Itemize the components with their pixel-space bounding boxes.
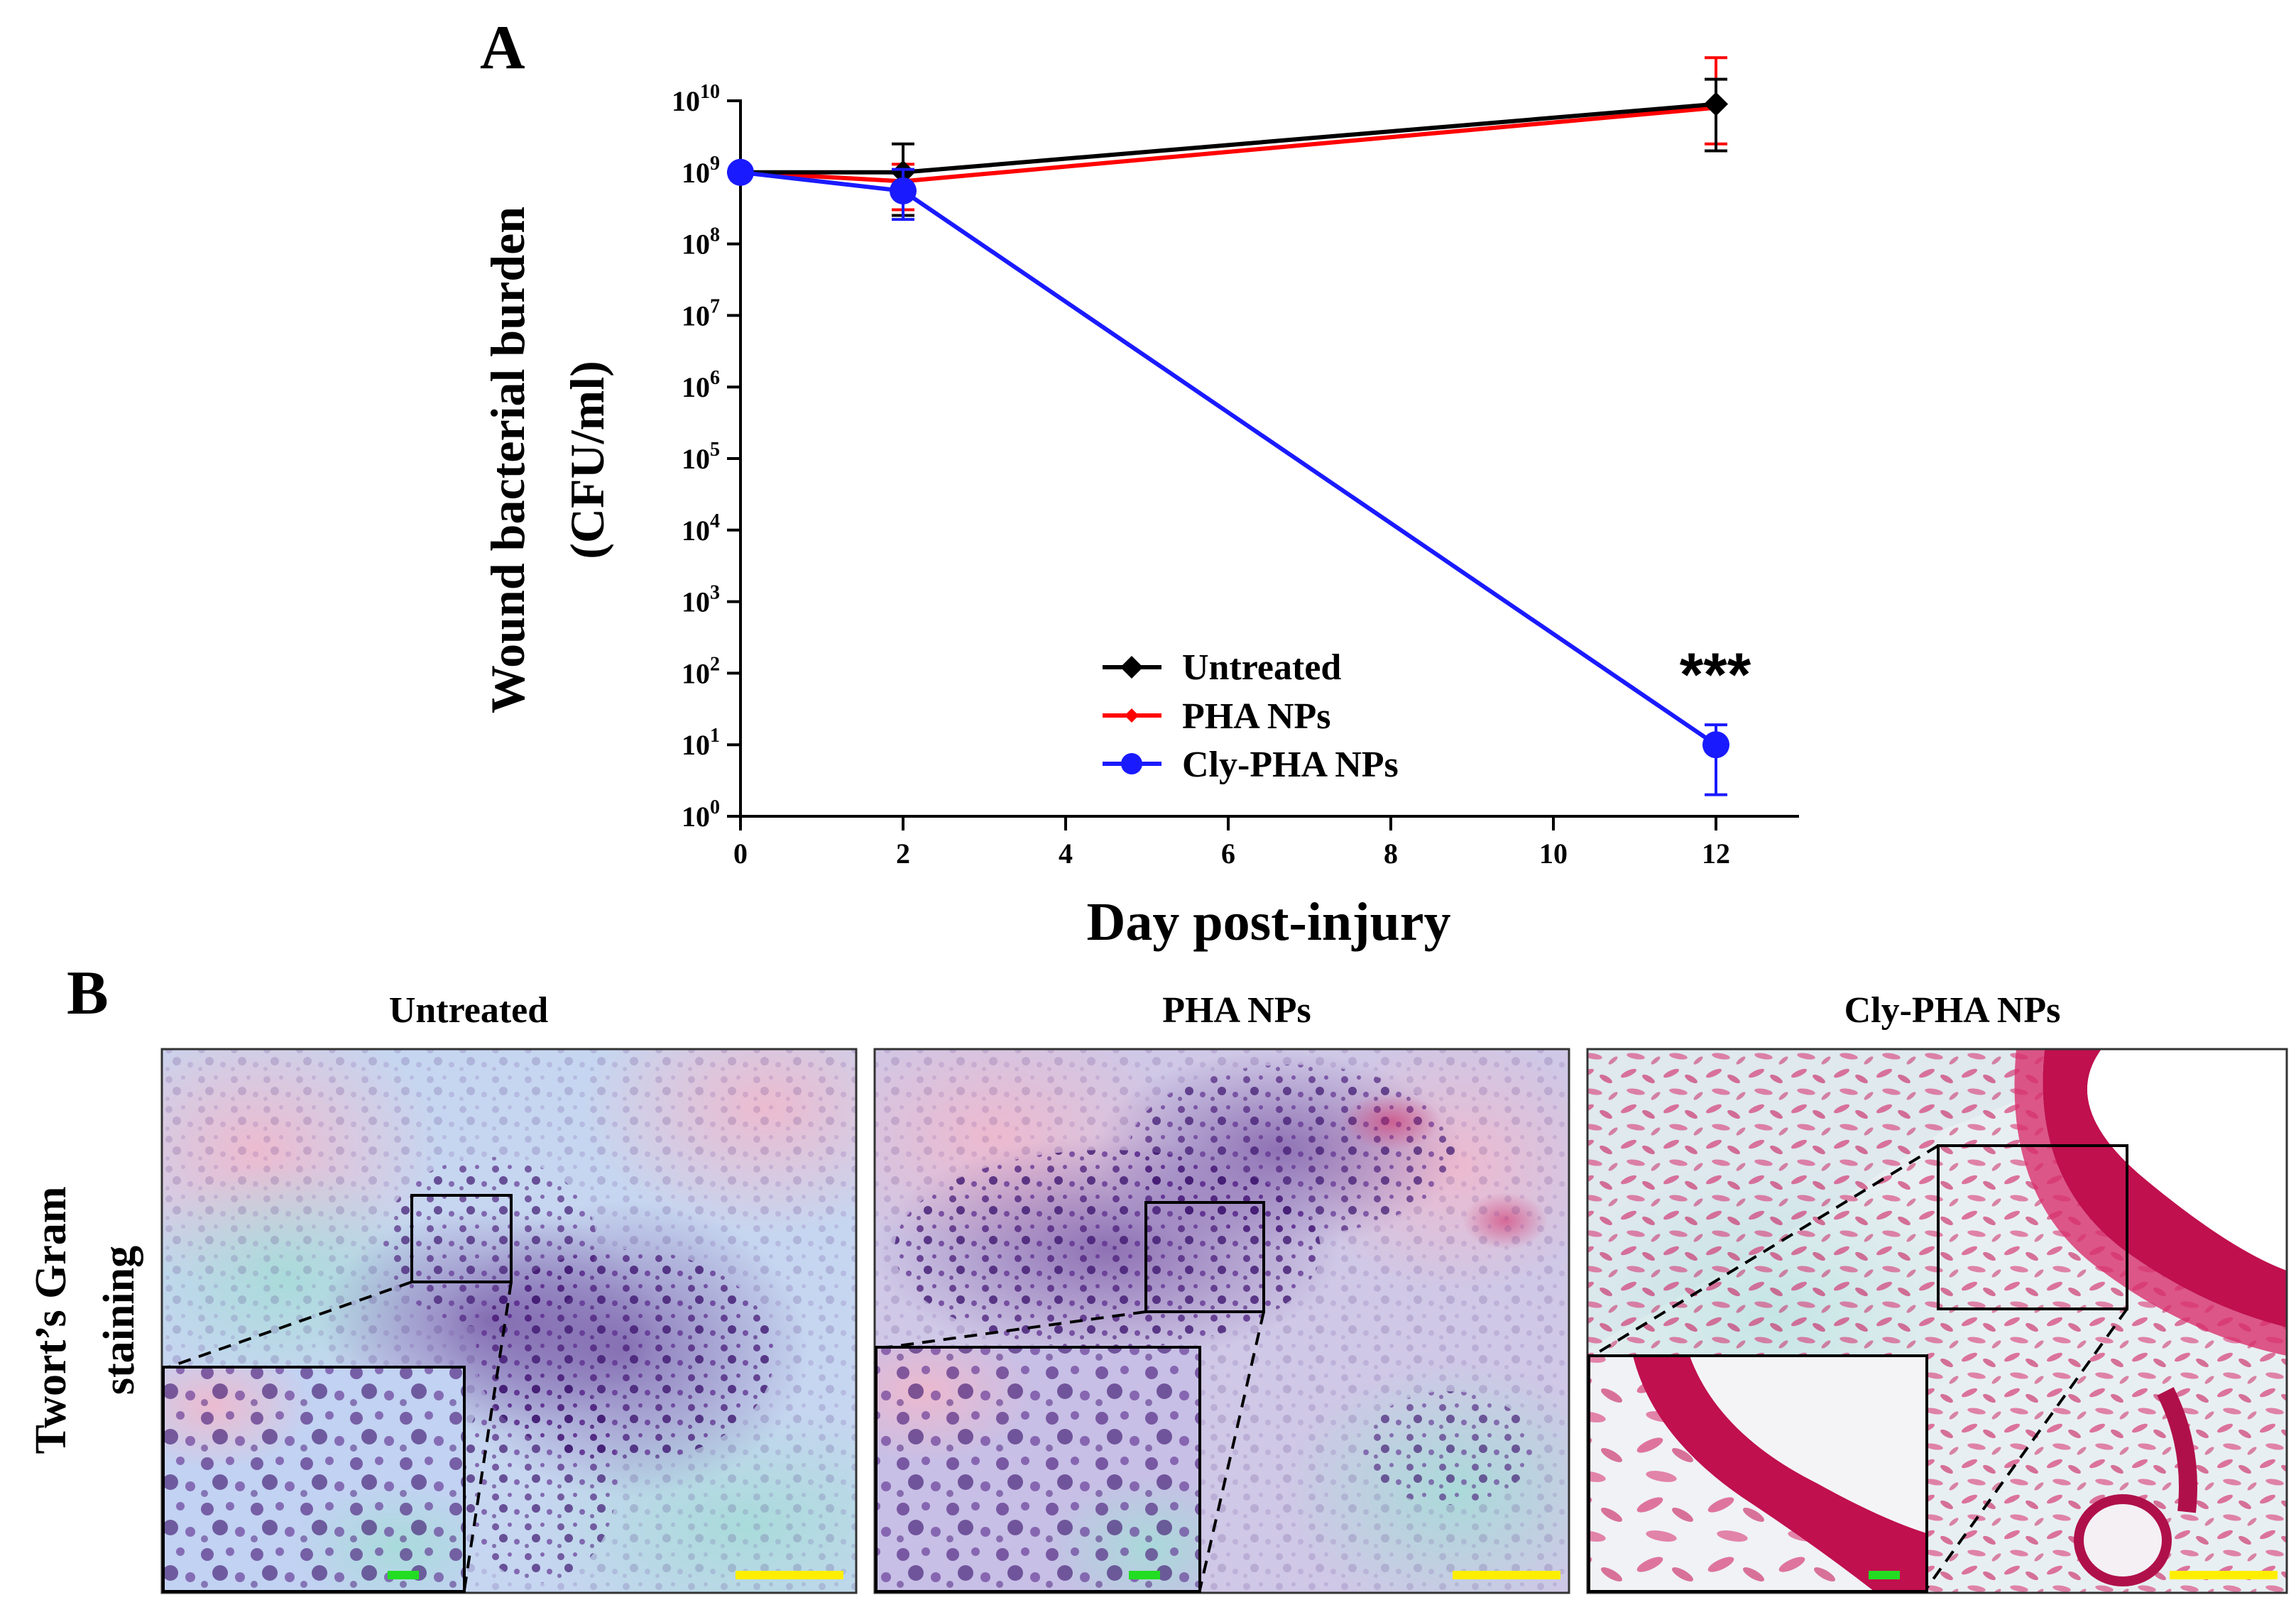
data-point-cly-pha-nps — [890, 177, 917, 204]
zoom-box-cly-pha-nps — [1937, 1144, 2128, 1310]
data-point-cly-pha-nps — [727, 158, 754, 186]
inset-untreated — [162, 1366, 466, 1593]
x-tick-label: 12 — [1702, 838, 1730, 870]
inset-scale-bar-untreated — [388, 1571, 419, 1579]
inset-scale-bar-pha-nps — [1129, 1571, 1160, 1579]
scale-bar-cly-pha-nps — [2170, 1571, 2278, 1579]
series-group — [727, 56, 1729, 796]
series-cly-pha-nps — [727, 158, 1729, 796]
y-axis-title: Wound bacterial burden — [481, 207, 535, 713]
inset-cly-pha-nps — [1587, 1354, 1928, 1593]
image-title-pha-nps: PHA NPs — [1162, 990, 1311, 1031]
image-title-cly-pha-nps: Cly-PHA NPs — [1844, 990, 2061, 1031]
y-tick-label: 109 — [682, 153, 720, 189]
zoom-box-pha-nps — [1144, 1201, 1265, 1313]
panel-b-letter: B — [67, 959, 109, 1028]
y-tick-label: 106 — [682, 367, 720, 403]
y-tick-label: 104 — [682, 510, 720, 547]
inset-pha-nps — [875, 1346, 1201, 1593]
x-ticks: 0 2 4 6 8 10 12 — [733, 816, 1730, 870]
y-ticks: 100 101 102 103 104 105 106 107 108 109 1010 — [672, 81, 740, 833]
significance-annotation: *** — [1680, 641, 1751, 709]
legend-entry-pha-nps: PHA NPs — [1103, 696, 1330, 737]
micrograph-cly-pha-nps — [1586, 1048, 2288, 1594]
y-tick-label: 107 — [682, 295, 720, 331]
x-tick-label: 8 — [1384, 838, 1398, 870]
y-tick-label: 1010 — [672, 81, 720, 117]
panel-a-letter: A — [480, 13, 525, 82]
y-axis-title-unit: (CFU/ml) — [560, 361, 614, 559]
series-line-untreated — [740, 102, 1717, 175]
y-tick-label: 102 — [682, 653, 720, 689]
x-tick-label: 10 — [1539, 838, 1568, 870]
legend-label-untreated: Untreated — [1182, 647, 1341, 688]
x-axis-title: Day post-injury — [1086, 892, 1450, 952]
chart-panel-a: 100 101 102 103 104 105 106 107 108 109 1010 0 2 4 6 8… — [481, 56, 1799, 952]
row-label-line1: Twort’s Gram — [27, 1186, 75, 1454]
y-tick-label: 100 — [682, 796, 720, 833]
y-tick-label: 108 — [682, 224, 720, 261]
series-untreated — [728, 77, 1728, 217]
y-tick-label: 101 — [682, 725, 720, 761]
data-point-untreated — [1704, 92, 1728, 116]
y-tick-label: 105 — [682, 439, 720, 475]
x-tick-label: 4 — [1059, 838, 1073, 870]
x-tick-label: 2 — [896, 838, 910, 870]
data-point-cly-pha-nps — [1702, 731, 1729, 759]
scale-bar-pha-nps — [1453, 1571, 1560, 1579]
scale-bar-untreated — [736, 1571, 843, 1579]
legend-entry-cly-pha-nps: Cly-PHA NPs — [1103, 745, 1399, 785]
legend-label-cly-pha-nps: Cly-PHA NPs — [1182, 745, 1399, 785]
legend-entry-untreated: Untreated — [1103, 647, 1341, 688]
legend: Untreated PHA NPs Cly-PHA NPs — [1103, 647, 1399, 785]
row-label-line2: staining — [95, 1246, 143, 1395]
x-tick-label: 6 — [1221, 838, 1235, 870]
legend-label-pha-nps: PHA NPs — [1182, 696, 1330, 737]
micrograph-pha-nps — [873, 1048, 1570, 1594]
inset-scale-bar-cly-pha-nps — [1869, 1571, 1900, 1579]
image-title-untreated: Untreated — [389, 990, 548, 1031]
zoom-box-untreated — [410, 1194, 513, 1283]
micrograph-untreated — [160, 1048, 858, 1594]
y-tick-label: 103 — [682, 582, 720, 618]
x-tick-label: 0 — [733, 838, 748, 870]
